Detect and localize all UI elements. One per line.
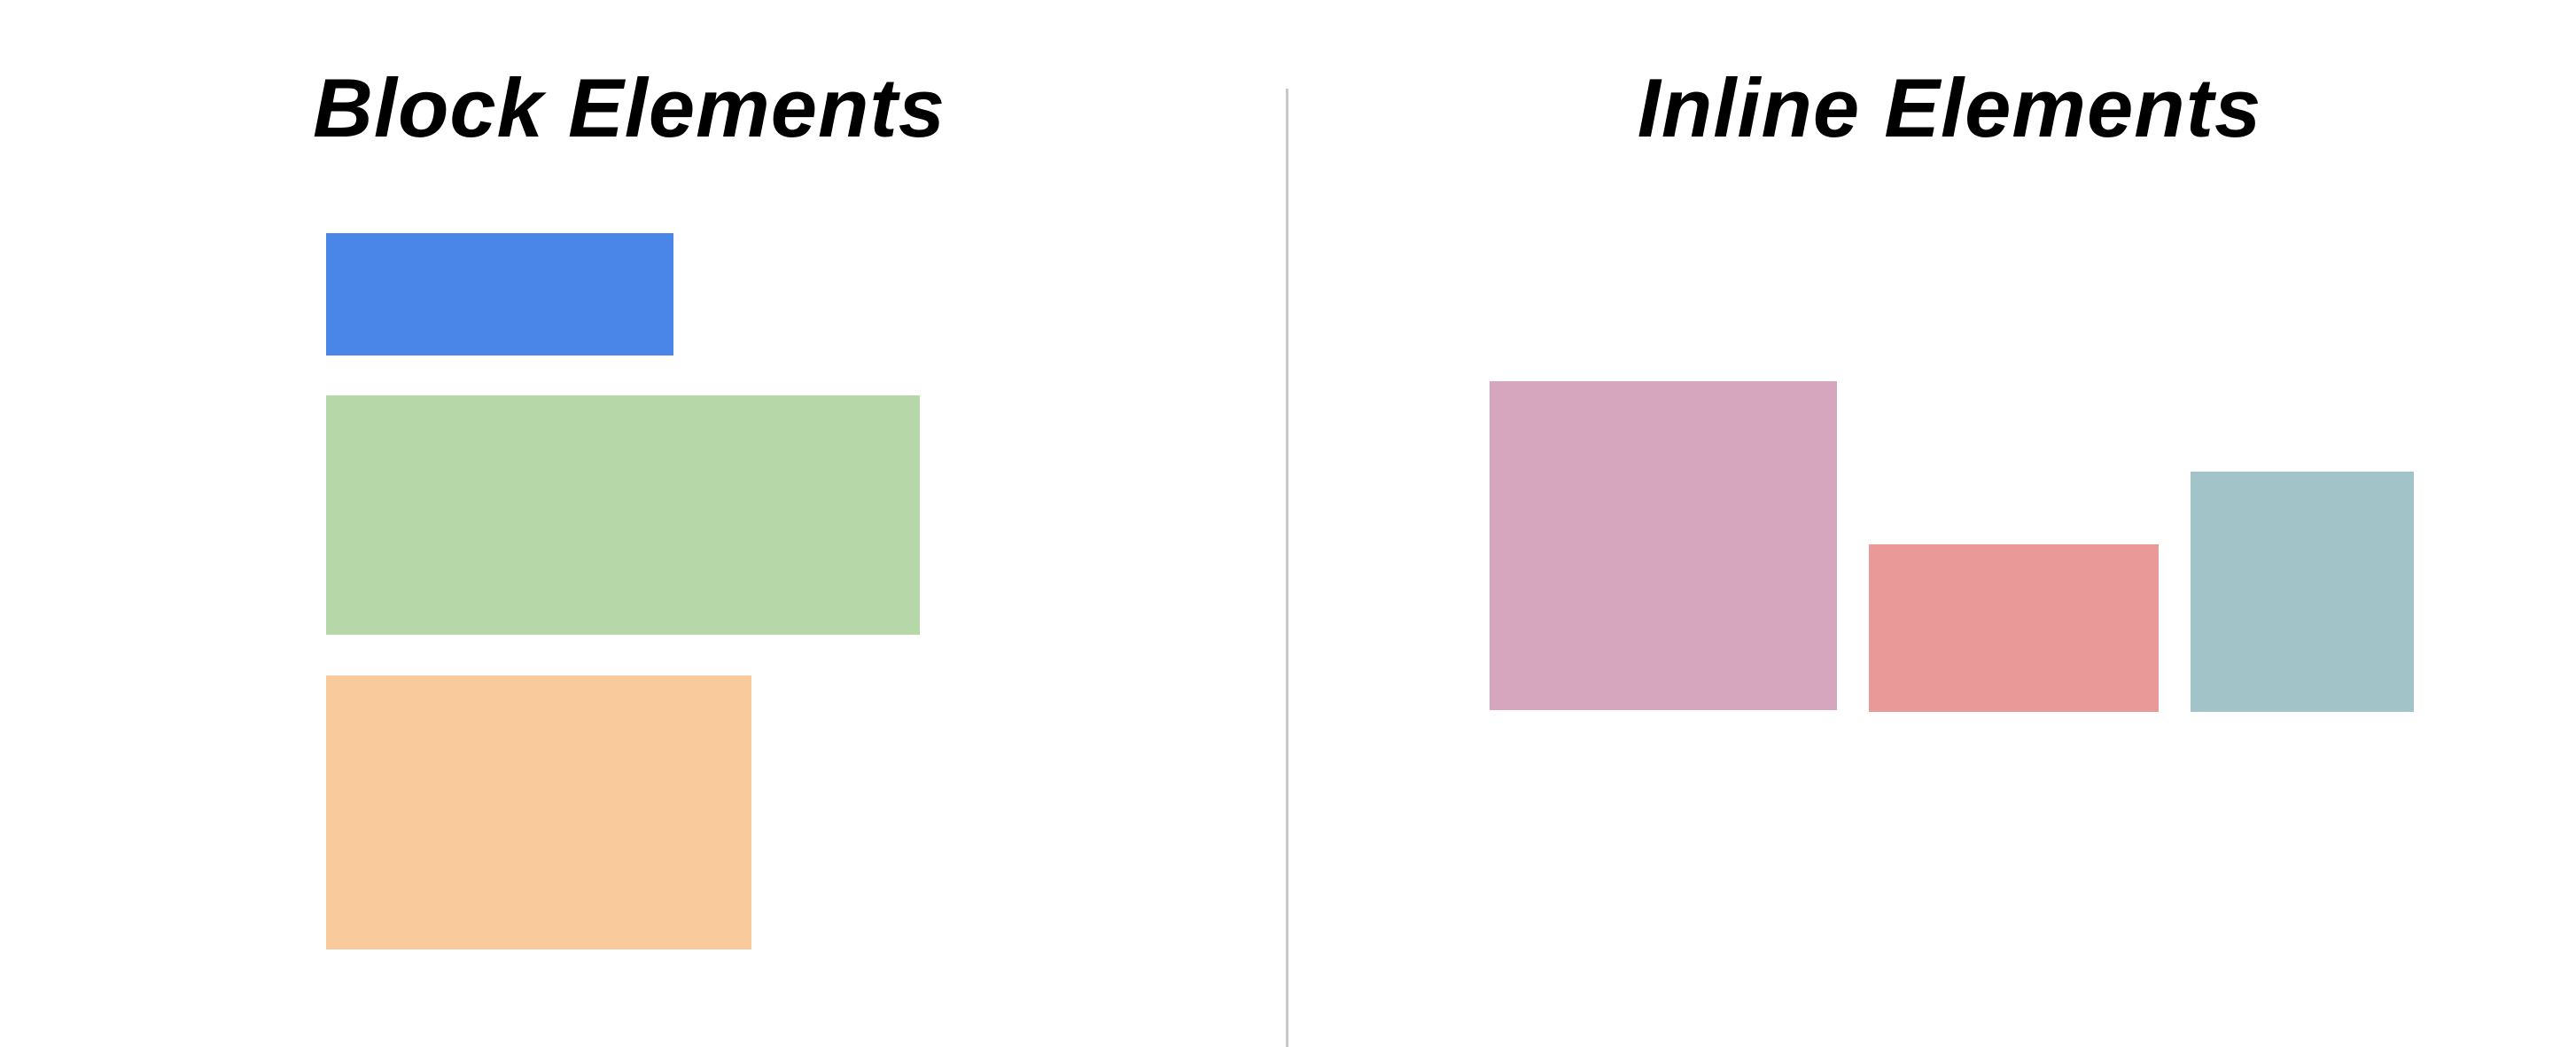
inline-elements-title: Inline Elements (1637, 61, 2262, 154)
block-elements-title: Block Elements (312, 61, 946, 154)
block-box-orange (326, 676, 751, 949)
inline-box-teal (2191, 472, 2414, 712)
inline-box-pink (1490, 381, 1837, 710)
block-box-green (326, 395, 920, 635)
section-divider (1286, 89, 1288, 1047)
inline-box-red (1869, 544, 2159, 712)
block-box-blue (326, 233, 673, 356)
